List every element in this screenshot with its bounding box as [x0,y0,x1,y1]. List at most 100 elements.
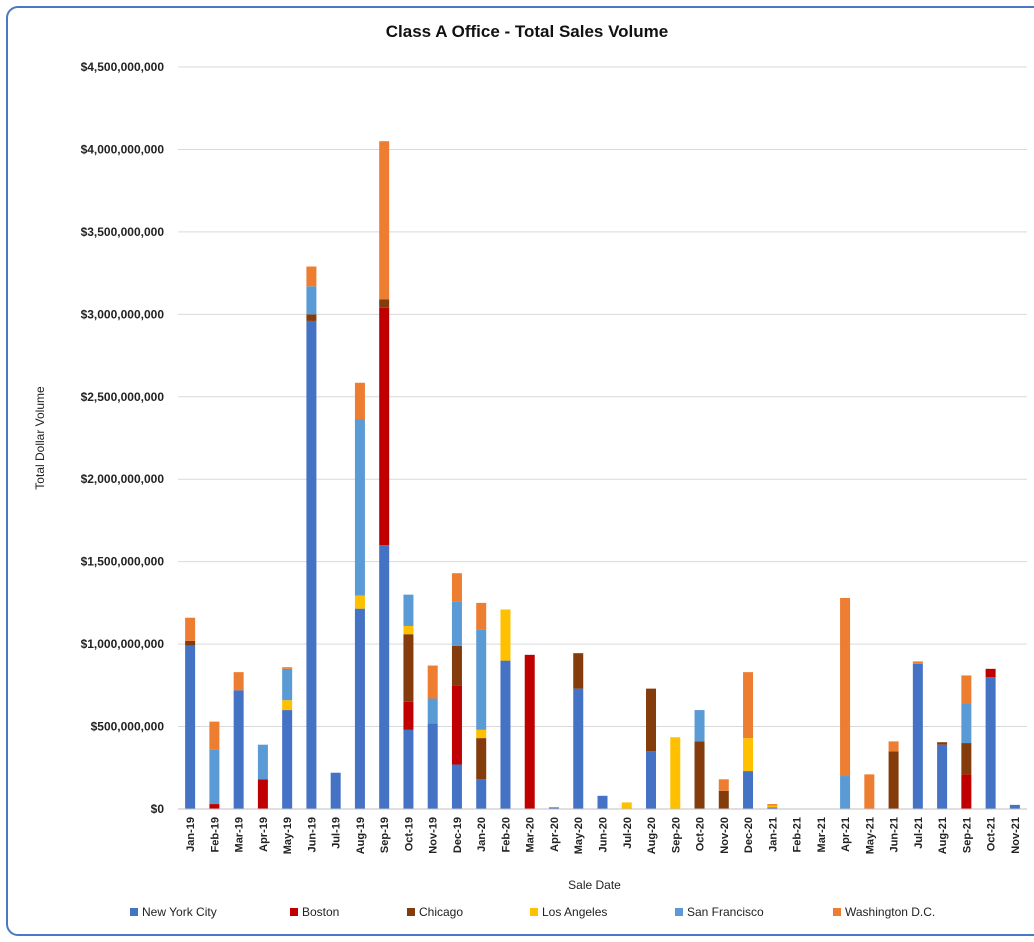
bar-segment [961,743,972,775]
y-axis-title: Total Dollar Volume [33,386,47,490]
y-tick-label: $4,000,000,000 [81,142,165,156]
bar-segment [282,710,293,809]
bar-segment [961,675,972,704]
x-tick-label: Jun-21 [889,817,901,852]
chart-frame [6,6,1034,936]
bar-segment [427,698,438,724]
bar-segment [524,654,535,809]
x-tick-label: Apr-20 [549,817,561,852]
bar-segment [888,741,899,752]
bar-segment [451,685,462,765]
bar-segment [282,667,293,669]
x-axis-title: Sale Date [568,878,621,892]
legend-swatch [675,908,683,916]
bar-segment [937,744,948,809]
x-tick-label: Apr-21 [840,817,852,852]
x-axis-ticks: Jan-19 Feb-19 Mar-19 Apr-19 May-19 Jun-19 Jul-… [185,817,1022,854]
bar-segment [282,700,293,711]
x-tick-label: Nov-20 [719,817,731,854]
bar-segment [840,776,851,809]
y-tick-label: $1,000,000,000 [81,637,165,651]
bar-segment [743,771,754,809]
bar-segment [379,307,390,546]
bar-segment [767,807,778,809]
x-tick-label: Oct-21 [986,817,998,851]
bar-segment [888,751,899,809]
bar-segment [379,545,390,809]
x-tick-label: Jun-20 [598,817,610,852]
bar-segment [354,382,365,420]
legend: New York City Boston Chicago Los Angeles San… [130,905,935,919]
legend-label: Washington D.C. [845,905,935,919]
x-tick-label: Mar-19 [234,817,246,852]
bar-segment [451,645,462,686]
y-tick-label: $3,500,000,000 [81,225,165,239]
bar-segment [306,286,317,315]
x-tick-label: Dec-19 [452,817,464,853]
bar-segment [767,804,778,806]
bar-segment [379,141,390,300]
bar-segment [209,804,220,809]
y-tick-label: $0 [151,802,165,816]
bar-segment [864,774,875,809]
x-tick-label: Jan-19 [185,817,197,852]
bar-segment [403,701,414,730]
x-tick-label: Jan-20 [476,817,488,852]
x-tick-label: Apr-19 [258,817,270,852]
x-tick-label: Feb-19 [209,817,221,852]
x-tick-label: Nov-21 [1010,817,1022,854]
legend-swatch [290,908,298,916]
bar-segment [476,729,487,739]
bar-segment [403,634,414,702]
legend-swatch [407,908,415,916]
y-tick-label: $500,000,000 [91,720,165,734]
bar-segment [451,601,462,646]
x-tick-label: Jul-19 [331,817,343,849]
bar-segment [500,609,511,661]
bar-segment [476,738,487,780]
bar-segment [985,668,996,678]
bar-segment [1009,804,1020,809]
bar-segment [912,663,923,809]
bar-segment [670,737,681,809]
bar-segment [257,744,268,780]
bar-segment [354,595,365,609]
bar-segment [451,764,462,809]
bar-segment [840,597,851,777]
bar-segment [185,645,196,809]
x-tick-label: Jan-21 [767,817,779,852]
legend-label: San Francisco [687,905,764,919]
bar-segment [912,661,923,664]
bar-segment [548,807,559,809]
y-tick-label: $3,000,000,000 [81,307,165,321]
y-axis-ticks: $0 $500,000,000 $1,000,000,000 $1,500,000,0… [81,60,165,816]
x-tick-label: Mar-21 [816,817,828,852]
bar-segment [403,594,414,626]
x-tick-label: Dec-20 [743,817,755,853]
bar-segment [427,665,438,699]
bar-segment [694,710,705,742]
bar-segment [379,299,390,308]
bar-segment [306,266,317,287]
bar-segment [937,742,948,745]
y-tick-label: $2,500,000,000 [81,390,165,404]
x-tick-label: Sep-19 [379,817,391,853]
x-tick-label: May-21 [864,817,876,854]
x-tick-label: Sep-20 [670,817,682,853]
legend-label: Los Angeles [542,905,607,919]
bar-segment [427,723,438,809]
x-tick-label: Nov-19 [428,817,440,854]
x-tick-label: Jun-19 [306,817,318,852]
bar-segment [451,573,462,602]
legend-label: Chicago [419,905,463,919]
bar-segment [209,749,220,805]
bar-segment [985,677,996,809]
bar-segment [500,660,511,809]
x-tick-label: Aug-20 [646,817,658,854]
bar-segment [403,625,414,635]
bar-segment [306,320,317,809]
legend-label: New York City [142,905,217,919]
bar-segment [476,602,487,630]
bar-segment [282,668,293,701]
x-tick-label: May-20 [573,817,585,854]
